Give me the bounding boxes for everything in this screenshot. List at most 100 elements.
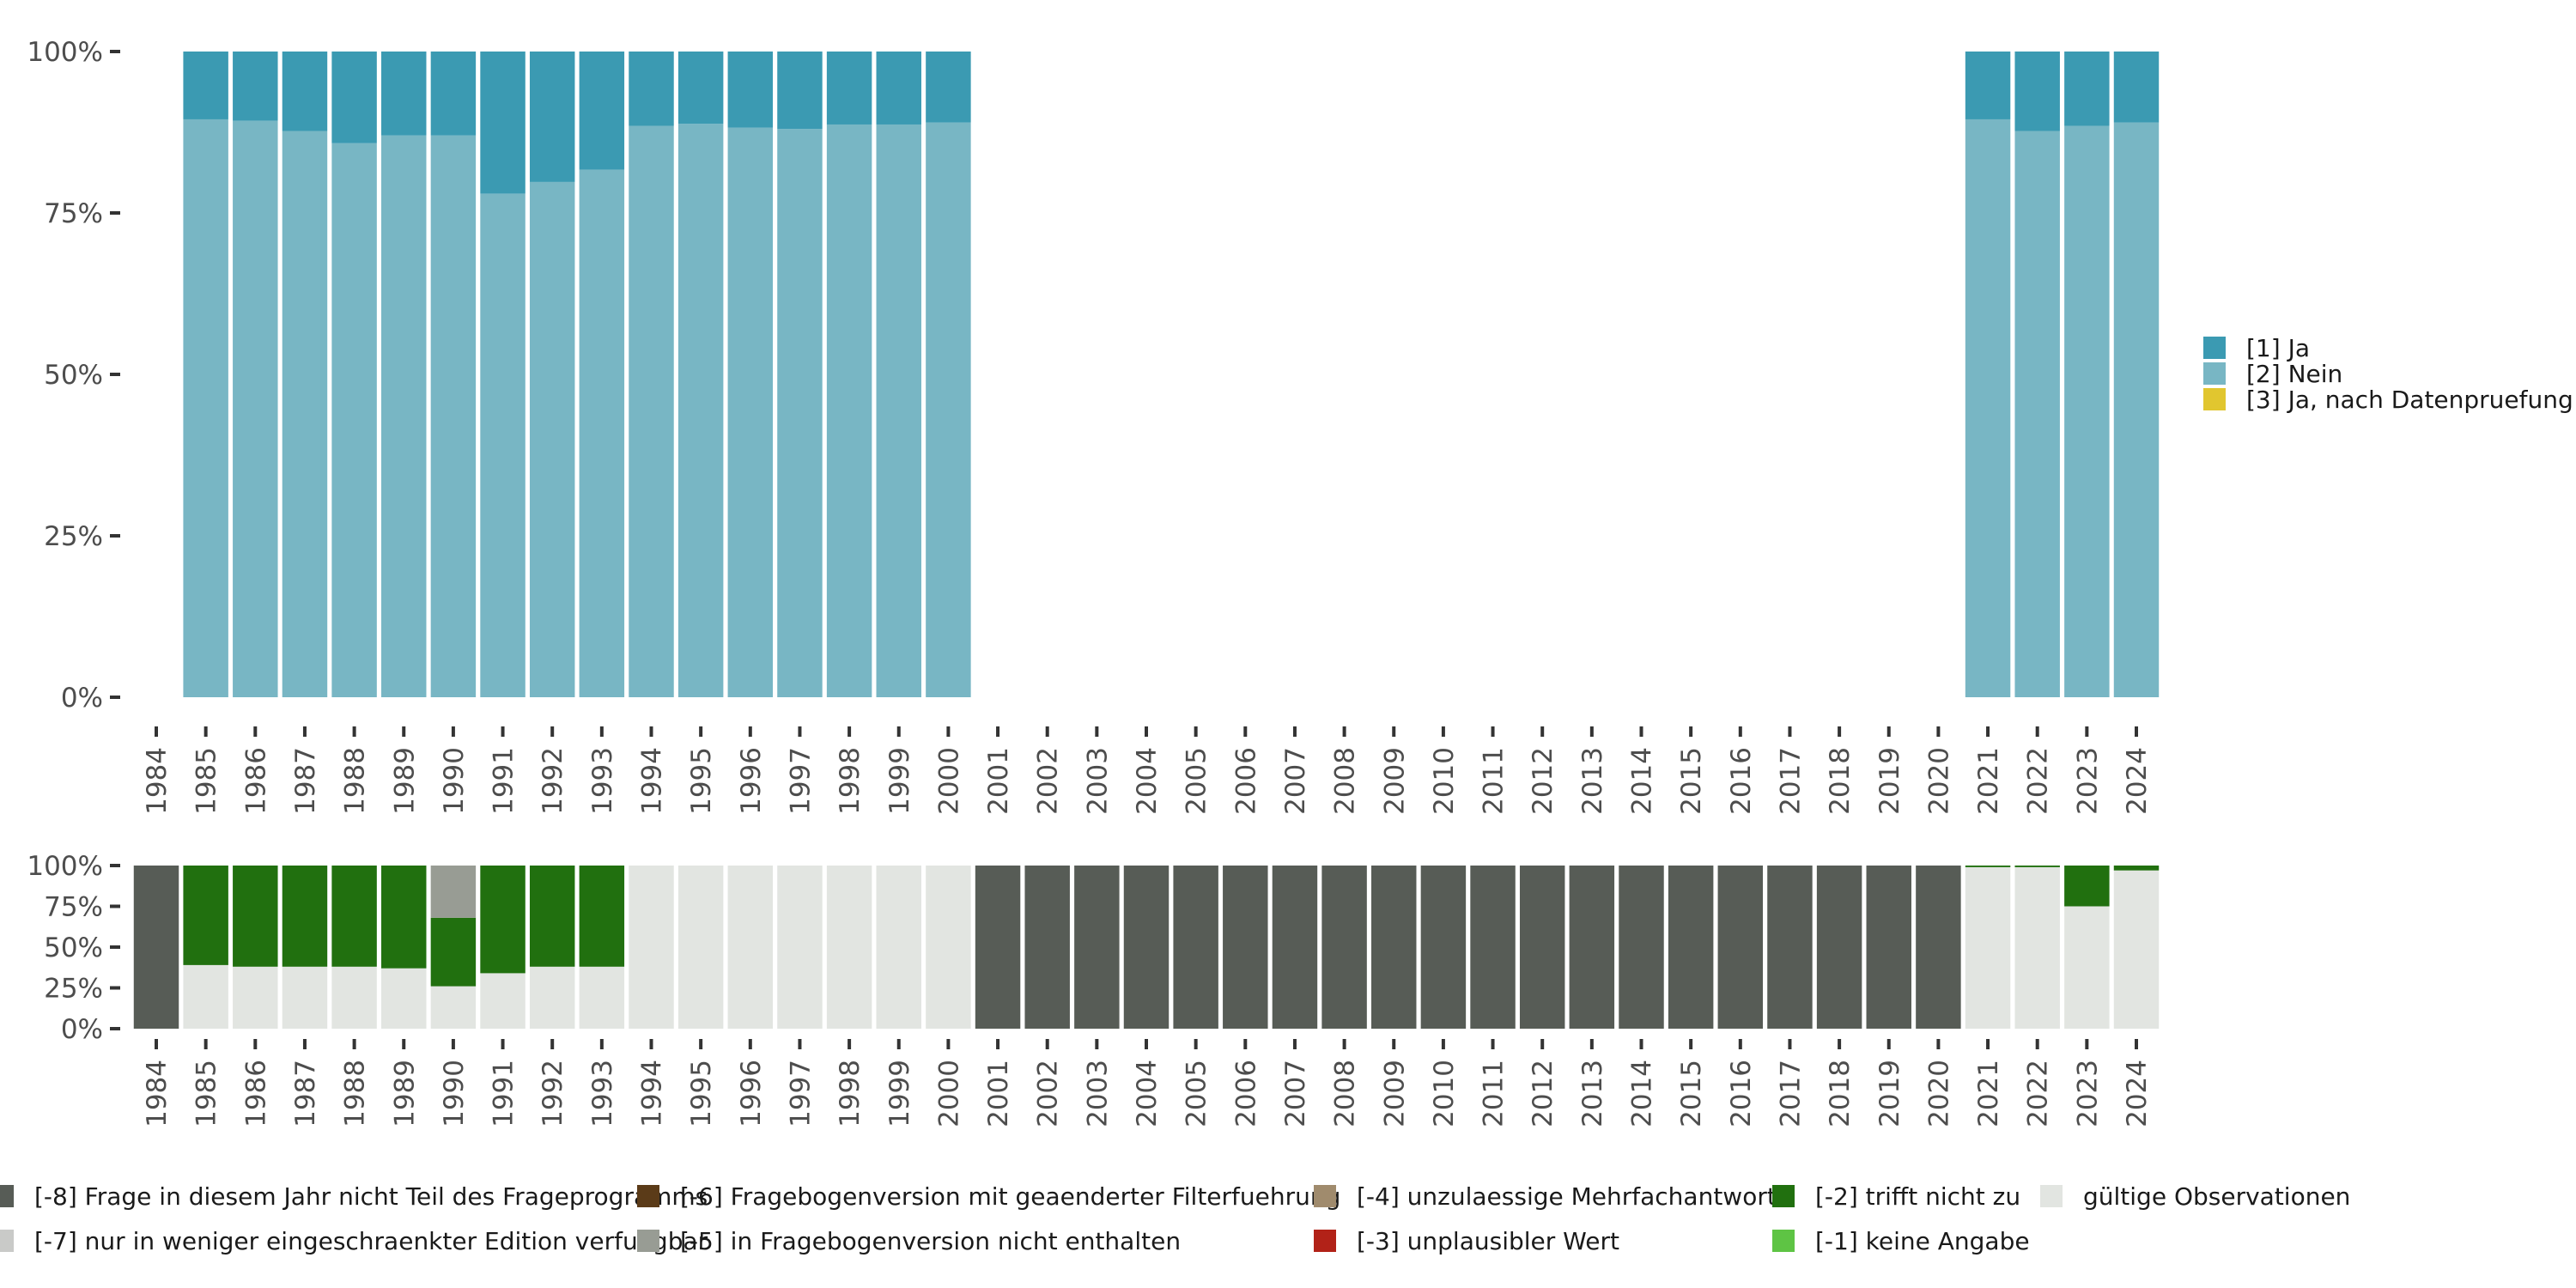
y-tick-label: 75% (44, 198, 103, 229)
legend-swatch (637, 1185, 659, 1207)
bar-segment (1668, 866, 1714, 1029)
bar-segment (1272, 866, 1318, 1029)
legend-swatch (0, 1230, 14, 1252)
y-tick-label: 0% (61, 1014, 103, 1045)
bar-segment (677, 124, 724, 697)
x-tick-label: 2003 (1082, 747, 1113, 815)
x-tick-label: 1999 (884, 1060, 915, 1127)
bar-segment (331, 966, 377, 1029)
x-tick-label: 2000 (933, 747, 964, 815)
x-tick-label: 1986 (240, 747, 271, 815)
bar-segment (727, 127, 774, 698)
y-tick-label: 100% (27, 851, 103, 882)
bar-segment (2113, 122, 2160, 698)
x-tick-label: 2002 (1033, 747, 1064, 815)
x-tick-label: 2023 (2072, 747, 2103, 815)
x-tick-label: 2008 (1330, 747, 1361, 815)
y-tick-label: 75% (44, 892, 103, 923)
top-chart: 0% 25% 50% 75% 100% 1984 1985 1986 1987 1988 1989 1… (27, 37, 2160, 815)
x-tick-label: 1994 (637, 1060, 668, 1127)
bar-segment (876, 124, 921, 697)
x-tick-label: 1989 (389, 1060, 420, 1127)
x-tick-label: 1992 (538, 1060, 568, 1127)
x-tick-label: 2020 (1923, 747, 1954, 815)
x-tick-label: 1993 (587, 1060, 618, 1127)
bar-segment (1816, 866, 1862, 1029)
y-tick-label: 25% (44, 974, 103, 1005)
bar-segment (926, 866, 971, 1029)
x-tick-label: 1985 (191, 747, 222, 815)
y-tick-label: 50% (44, 360, 103, 391)
bar-segment (2014, 866, 2060, 1029)
x-tick-label: 2015 (1676, 747, 1707, 815)
x-tick-label: 2005 (1182, 1060, 1212, 1127)
bar-segment (183, 964, 228, 1029)
x-tick-label: 2001 (983, 1060, 1014, 1127)
x-tick-label: 2001 (983, 747, 1014, 815)
y-tick-label: 25% (44, 521, 103, 552)
bar-segment (579, 866, 625, 967)
bar-segment (2064, 125, 2110, 698)
x-tick-label: 2011 (1479, 1060, 1510, 1127)
bar-segment (727, 866, 774, 1029)
x-tick-label: 1988 (340, 1060, 371, 1127)
bar-segment (1321, 866, 1367, 1029)
legend-label: [-5] in Fragebogenversion nicht enthalte… (680, 1227, 1181, 1255)
bar-segment (233, 52, 278, 121)
x-tick-label: 1996 (736, 1060, 767, 1127)
x-tick-label: 1997 (785, 747, 816, 815)
x-tick-label: 2007 (1280, 747, 1311, 815)
x-tick-label: 1996 (736, 747, 767, 815)
bar-segment (2014, 52, 2060, 131)
x-tick-label: 1989 (389, 747, 420, 815)
x-tick-label: 1984 (142, 747, 173, 815)
x-tick-label: 1998 (835, 747, 866, 815)
legend-swatch (1772, 1230, 1795, 1252)
bar-segment (282, 52, 328, 131)
bar-segment (331, 866, 377, 967)
x-tick-label: 2020 (1923, 1060, 1954, 1127)
bar-segment (926, 52, 971, 123)
x-tick-label: 1999 (884, 747, 915, 815)
bar-segment (926, 122, 971, 698)
bar-segment (2113, 866, 2160, 871)
bottom-chart: 0% 25% 50% 75% 100% 1984 1985 1986 1987 1988 1989 1… (27, 851, 2160, 1127)
x-tick-label: 2005 (1182, 747, 1212, 815)
legend-swatch (1314, 1185, 1336, 1207)
bar-segment (282, 966, 328, 1029)
x-tick-label: 1988 (340, 747, 371, 815)
x-tick-label: 2004 (1132, 747, 1163, 815)
x-tick-label: 2011 (1479, 747, 1510, 815)
x-tick-label: 1987 (290, 747, 321, 815)
x-tick-label: 1990 (439, 747, 470, 815)
legend-label: [-6] Fragebogenversion mit geaenderter F… (680, 1182, 1340, 1211)
legend-swatch (2040, 1185, 2063, 1207)
x-tick-label: 2018 (1825, 1060, 1856, 1127)
x-tick-label: 1995 (686, 1060, 717, 1127)
bar-segment (629, 125, 674, 698)
bar-segment (629, 52, 674, 126)
bar-segment (777, 52, 823, 130)
bar-segment (1173, 866, 1218, 1029)
legend-swatch (2203, 337, 2226, 359)
x-tick-label: 2002 (1033, 1060, 1064, 1127)
x-tick-label: 2014 (1627, 1060, 1658, 1127)
x-tick-label: 1991 (489, 1060, 519, 1127)
legend-label: [-2] trifft nicht zu (1815, 1182, 2020, 1211)
bar-segment (1619, 866, 1664, 1029)
legend-swatch (1314, 1230, 1336, 1252)
bar-segment (183, 118, 228, 697)
bar-segment (579, 169, 625, 698)
x-tick-label: 1987 (290, 1060, 321, 1127)
bar-segment (183, 866, 228, 965)
legend-label: [-8] Frage in diesem Jahr nicht Teil des… (34, 1182, 708, 1211)
bar-segment (430, 52, 477, 136)
bar-segment (1519, 866, 1565, 1029)
x-tick-label: 2004 (1132, 1060, 1163, 1127)
bar-segment (826, 124, 872, 697)
bar-segment (579, 52, 625, 170)
x-tick-label: 1991 (489, 747, 519, 815)
bar-segment (2064, 906, 2110, 1029)
x-tick-label: 2015 (1676, 1060, 1707, 1127)
